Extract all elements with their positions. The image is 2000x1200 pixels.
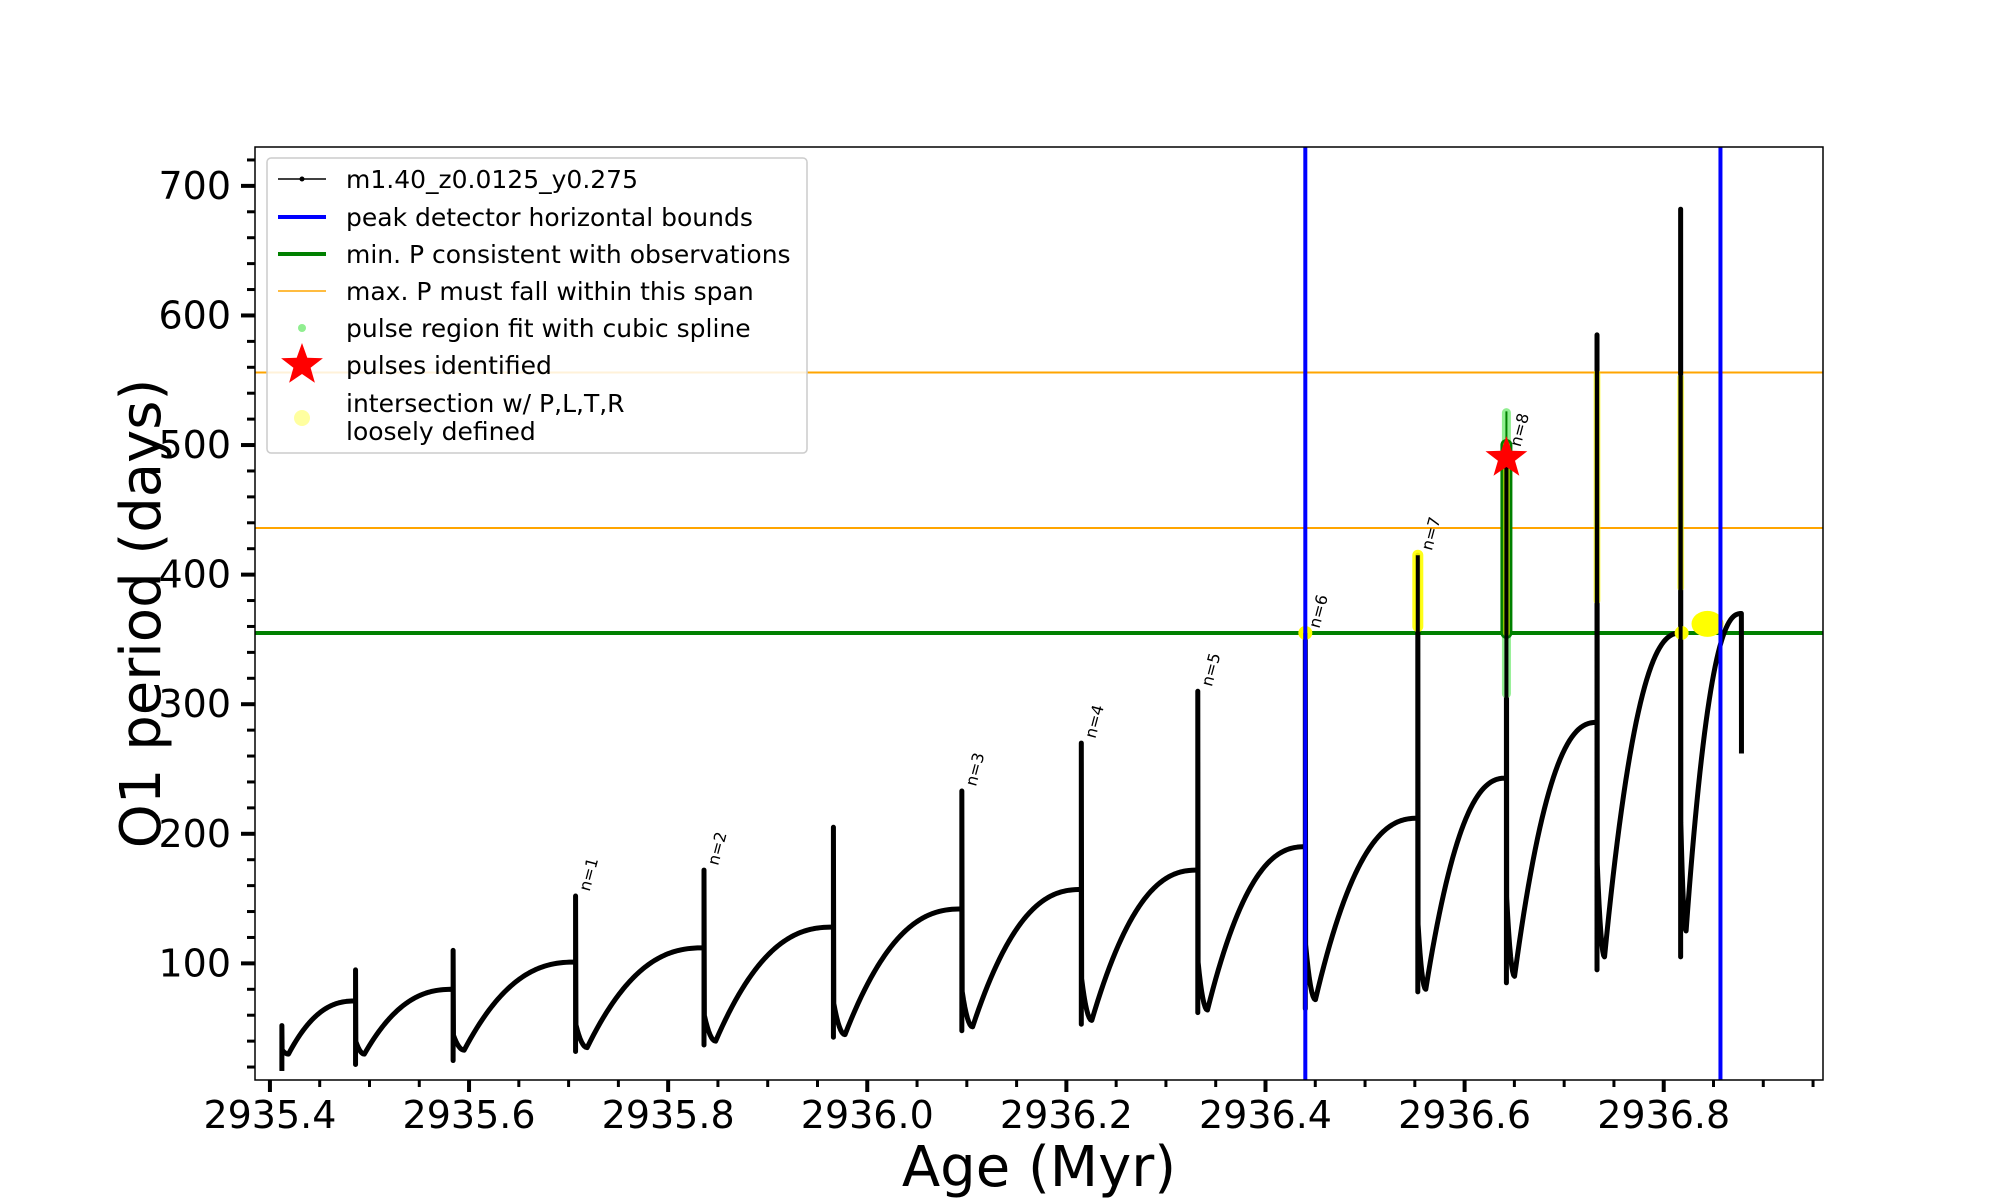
legend-entry: m1.40_z0.0125_y0.275 [278, 165, 638, 194]
legend-entry: pulse region fit with cubic spline [298, 314, 751, 343]
series-line [279, 206, 1744, 1071]
axes: 2935.4 2935.6 2935.8 2936.0 2936.2 2936.4 2936… [158, 158, 1815, 1137]
x-tick-label: 2936.2 [1000, 1093, 1133, 1137]
x-tick-label: 2936.8 [1597, 1093, 1730, 1137]
legend-label: max. P must fall within this span [346, 277, 754, 306]
legend-entry: peak detector horizontal bounds [278, 203, 753, 232]
y-tick-label: 300 [158, 682, 231, 726]
legend-entry: min. P consistent with observations [278, 240, 791, 269]
pulse-label: n=3 [961, 751, 988, 789]
legend-swatch [298, 324, 306, 332]
legend-label: intersection w/ P,L,T,R loosely defined [346, 389, 625, 446]
x-tick-label: 2936.6 [1398, 1093, 1531, 1137]
y-tick-label: 200 [158, 812, 231, 856]
pulse-label: n=4 [1081, 703, 1108, 741]
pulse-label: n=5 [1197, 651, 1224, 689]
legend-box [266, 157, 808, 454]
legend-label: min. P consistent with observations [346, 240, 791, 269]
x-tick-label: 2936.0 [801, 1093, 934, 1137]
legend-entry: max. P must fall within this span [278, 277, 754, 306]
y-tick-label: 600 [158, 293, 231, 337]
y-tick-label: 500 [158, 423, 231, 467]
legend-label: m1.40_z0.0125_y0.275 [346, 165, 638, 194]
legend-entry: pulses identified [281, 343, 552, 383]
x-tick-label: 2935.4 [203, 1093, 336, 1137]
plot-content: n=1n=2n=3n=4n=5n=6n=7n=8 [255, 147, 1823, 1080]
legend-label: peak detector horizontal bounds [346, 203, 753, 232]
legend-label: pulse region fit with cubic spline [346, 314, 751, 343]
intersection-region [1691, 610, 1724, 637]
plot-frame [254, 146, 1824, 1081]
legend-label: pulses identified [346, 351, 552, 380]
x-axis-title: Age (Myr) [902, 1135, 1176, 1200]
y-tick-label: 700 [158, 164, 231, 208]
y-tick-label: 400 [158, 553, 231, 597]
legend-swatch [294, 410, 310, 426]
legend-swatch [281, 343, 323, 383]
pulse-label: n=7 [1417, 515, 1444, 553]
legend-entry: intersection w/ P,L,T,R loosely defined [294, 389, 625, 446]
x-tick-label: 2935.6 [403, 1093, 536, 1137]
legend-swatch-dot [299, 176, 305, 182]
pulse-label: n=2 [704, 830, 731, 868]
y-axis-title: O1 period (days) [109, 379, 174, 849]
intersection-arch [1691, 610, 1724, 637]
x-tick-label: 2936.4 [1199, 1093, 1332, 1137]
y-tick-label: 100 [158, 941, 231, 985]
pulse-label: n=6 [1305, 592, 1332, 630]
x-tick-label: 2935.8 [602, 1093, 735, 1137]
pulse-label: n=1 [575, 856, 602, 894]
pulse-star [1485, 436, 1528, 476]
